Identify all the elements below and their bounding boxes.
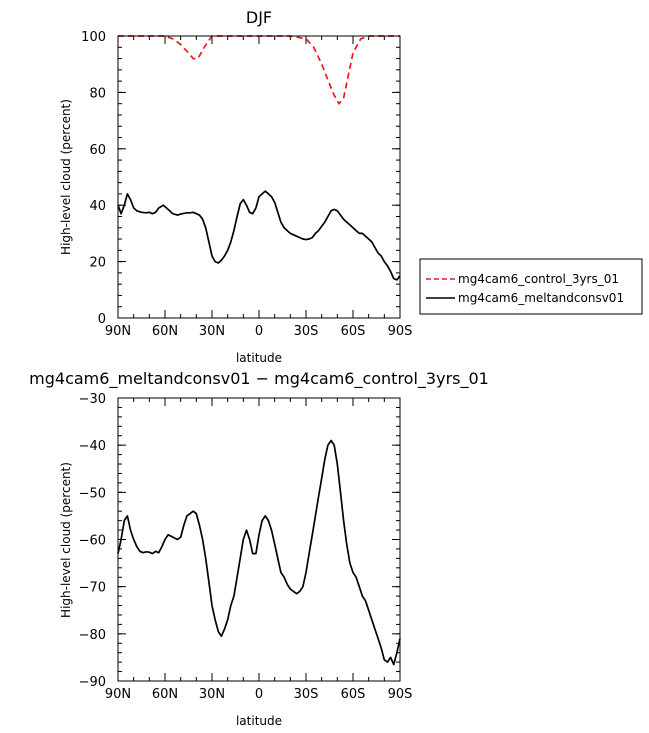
bottom-x-tick-label: 30S: [294, 687, 319, 702]
top-x-tick-label: 0: [255, 324, 263, 339]
bottom-y-tick-label: −90: [79, 675, 106, 690]
top-series-line-0: [118, 35, 400, 105]
bottom-y-tick-label: −30: [79, 392, 106, 407]
bottom-panel: mg4cam6_meltandconsv01 − mg4cam6_control…: [29, 369, 489, 728]
legend-box: [419, 258, 643, 315]
bottom-y-axis-label: High-level cloud (percent): [59, 462, 73, 618]
bottom-series-lines: [117, 439, 401, 666]
bottom-series-line-0: [117, 439, 401, 666]
bottom-y-tick-label: −60: [79, 534, 106, 549]
bottom-x-tick-label: 60S: [341, 687, 366, 702]
legend-label-meltandconsv: mg4cam6_meltandconsv01: [458, 291, 624, 305]
bottom-x-tick-label: 90S: [388, 687, 413, 702]
top-panel: DJF High-level cloud (percent) latitude …: [59, 8, 412, 365]
top-series-line-1: [117, 190, 401, 281]
top-y-tick-label: 20: [89, 256, 106, 271]
top-y-tick-label: 100: [81, 30, 106, 45]
top-x-tick-label: 30S: [294, 324, 319, 339]
top-y-tick-label: 40: [89, 199, 106, 214]
bottom-plot-frame: [117, 397, 401, 682]
top-x-tick-label: 30N: [199, 324, 225, 339]
top-y-tick-label: 80: [89, 86, 106, 101]
top-y-tick-label: 60: [89, 143, 106, 158]
bottom-x-tick-label: 90N: [105, 687, 131, 702]
bottom-x-axis-label: latitude: [236, 714, 282, 728]
bottom-x-tick-label: 0: [255, 687, 263, 702]
legend-label-control: mg4cam6_control_3yrs_01: [458, 272, 619, 286]
bottom-y-tick-label: −40: [79, 439, 106, 454]
bottom-x-tick-label: 60N: [152, 687, 178, 702]
bottom-y-tick-label: −50: [79, 486, 106, 501]
legend: mg4cam6_control_3yrs_01 mg4cam6_meltandc…: [419, 258, 643, 315]
top-x-tick-label: 90N: [105, 324, 131, 339]
top-x-tick-label: 60S: [341, 324, 366, 339]
bottom-y-tick-label: −70: [79, 581, 106, 596]
top-axis-ticks: 90N 60N 30N 0 30S 60S 90S 0 20 40 60 80 100: [81, 30, 412, 339]
bottom-y-tick-label: −80: [79, 628, 106, 643]
bottom-x-tick-label: 30N: [199, 687, 225, 702]
top-y-tick-label: 0: [98, 312, 106, 327]
top-chart-title: DJF: [246, 8, 272, 27]
top-y-axis-label: High-level cloud (percent): [59, 99, 73, 255]
bottom-axis-ticks: 90N 60N 30N 0 30S 60S 90S −90 −80 −70 −60 −50 −40 −30: [79, 392, 413, 702]
top-plot-frame: [117, 35, 401, 319]
top-x-tick-label: 60N: [152, 324, 178, 339]
bottom-chart-title: mg4cam6_meltandconsv01 − mg4cam6_control…: [29, 369, 489, 389]
top-x-tick-label: 90S: [388, 324, 413, 339]
top-series-lines: [117, 35, 401, 281]
top-x-axis-label: latitude: [236, 351, 282, 365]
